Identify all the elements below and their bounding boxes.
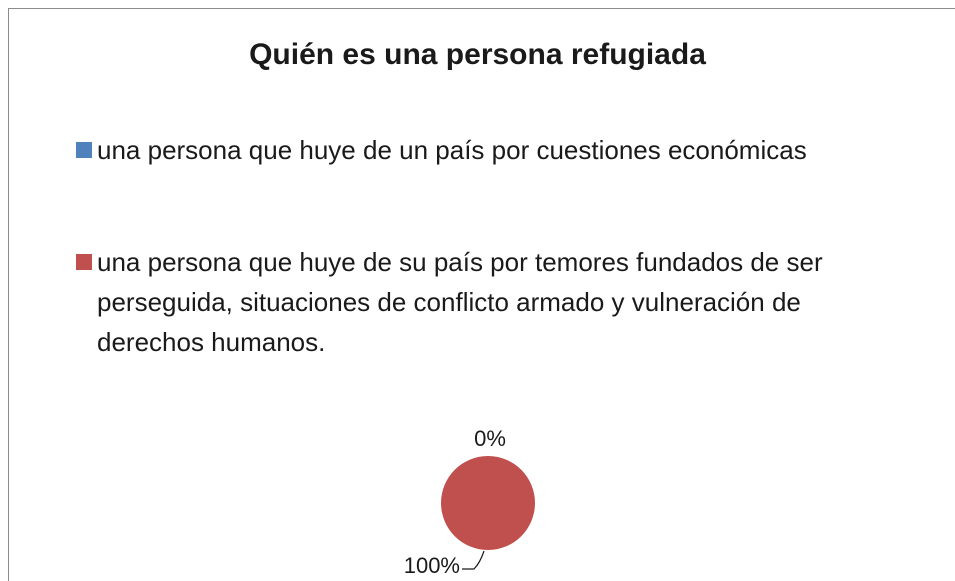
- pie-slice: [441, 456, 535, 550]
- legend-item: una persona que huye de un país por cues…: [76, 130, 906, 170]
- data-label: 100%: [404, 553, 460, 578]
- legend-label: una persona que huye de un país por cues…: [97, 135, 807, 165]
- chart-title: Quién es una persona refugiada: [249, 38, 706, 71]
- leader-line: [462, 550, 485, 570]
- legend-swatch: [76, 254, 92, 270]
- chart-frame: [8, 8, 955, 581]
- data-label: 0%: [474, 426, 506, 451]
- legend-swatch: [76, 142, 92, 158]
- legend-item: una persona que huye de su país por temo…: [76, 242, 906, 362]
- legend-label: una persona que huye de su país por temo…: [97, 247, 823, 357]
